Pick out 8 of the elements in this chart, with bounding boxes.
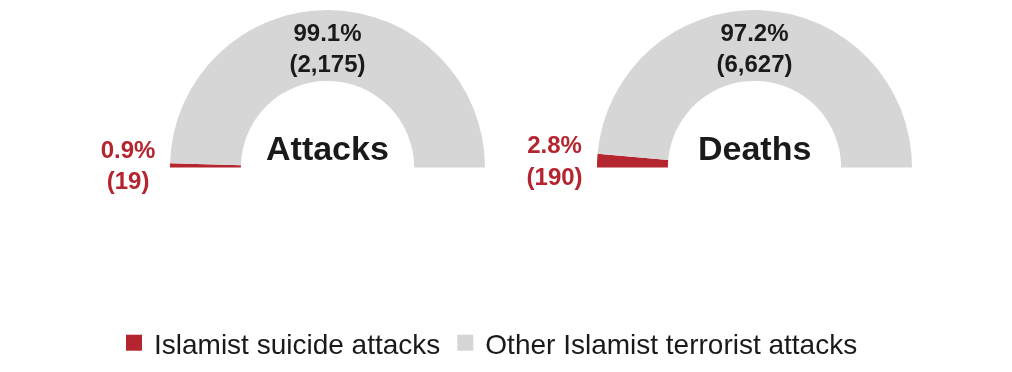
legend-label: Islamist suicide attacks <box>154 328 441 360</box>
data-label: 99.1% (2,175) <box>289 19 366 78</box>
data-label: 0.9% (19) <box>100 136 156 195</box>
text: Attacks <box>266 129 389 167</box>
text: Deaths <box>698 129 812 167</box>
data-label: 97.2% (6,627) <box>716 19 793 78</box>
data-label: 2.8% (190) <box>526 131 583 190</box>
legend-label: Other Islamist terrorist attacks <box>485 328 858 360</box>
